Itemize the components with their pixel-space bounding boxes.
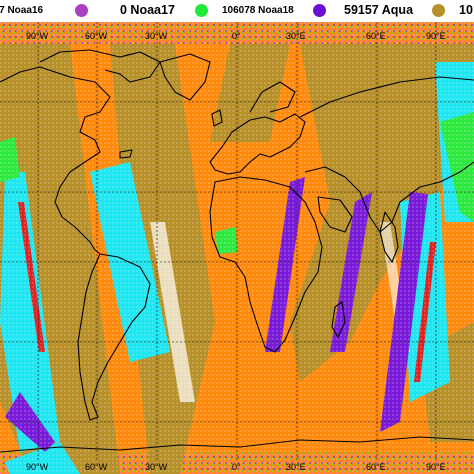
legend-marker-noaa18 bbox=[195, 3, 208, 17]
legend-marker-aqua bbox=[313, 3, 326, 17]
legend-label-noaa17: 0 Noaa17 bbox=[120, 3, 175, 17]
lon-label-bottom-60w: 60°W bbox=[85, 462, 108, 472]
coast-south-america bbox=[77, 253, 151, 421]
legend-label-aqua: 59157 Aqua bbox=[344, 3, 414, 17]
coast-north-america bbox=[0, 66, 111, 255]
legend-label-noaa18: 106078 Noaa18 bbox=[222, 4, 294, 16]
legend-label-fifth: 10 bbox=[459, 3, 473, 17]
coast-africa bbox=[209, 176, 323, 353]
legend-label-noaa16: 297 Noaa16 bbox=[0, 4, 44, 16]
coast-greenland bbox=[159, 53, 211, 101]
coast-europe bbox=[209, 113, 306, 175]
coverage-map-canvas bbox=[0, 22, 474, 474]
legend-item-noaa17: 0 Noaa17 bbox=[75, 2, 175, 18]
legend-item-aqua: 59157 Aqua bbox=[313, 2, 413, 18]
lon-label-bottom-30w: 30°W bbox=[145, 462, 168, 472]
coverage-map: 90°W 60°W 30°W 0° 30°E 60°E 90°E 90°W 60… bbox=[0, 22, 474, 474]
lon-label-top-60w: 60°W bbox=[85, 31, 108, 41]
legend: 297 Noaa16 0 Noaa17 106078 Noaa18 59157 … bbox=[0, 0, 474, 22]
lon-label-top-30e: 30°E bbox=[286, 31, 306, 41]
coast-asia-south bbox=[304, 161, 474, 233]
lon-label-top-0: 0° bbox=[232, 31, 241, 41]
lon-label-bottom-30e: 30°E bbox=[286, 462, 306, 472]
coastlines bbox=[0, 49, 474, 453]
lon-label-bottom-90w: 90°W bbox=[26, 462, 49, 472]
coast-arctic-canada bbox=[39, 49, 161, 83]
lon-label-top-30w: 30°W bbox=[145, 31, 168, 41]
coast-scandinavia bbox=[249, 81, 296, 113]
graticule bbox=[0, 22, 474, 462]
lon-label-top-90e: 90°E bbox=[426, 31, 446, 41]
coast-british-isles bbox=[211, 109, 223, 127]
coast-asia-north bbox=[299, 76, 474, 118]
legend-item-fifth: 10 bbox=[432, 2, 473, 18]
lon-label-bottom-60e: 60°E bbox=[366, 462, 386, 472]
coast-antarctica bbox=[0, 436, 474, 453]
coast-india bbox=[379, 211, 399, 263]
coast-arabia bbox=[317, 196, 353, 233]
lon-label-bottom-90e: 90°E bbox=[426, 462, 446, 472]
legend-item-noaa16: 297 Noaa16 bbox=[0, 2, 43, 18]
legend-marker-fifth bbox=[432, 3, 445, 17]
lon-label-top-90w: 90°W bbox=[26, 31, 49, 41]
legend-marker-noaa17 bbox=[75, 3, 88, 17]
coast-caribbean bbox=[119, 149, 133, 159]
lon-label-top-60e: 60°E bbox=[366, 31, 386, 41]
lon-label-bottom-0: 0° bbox=[232, 462, 241, 472]
legend-item-noaa18: 106078 Noaa18 bbox=[195, 2, 294, 18]
coast-madagascar bbox=[331, 301, 346, 338]
